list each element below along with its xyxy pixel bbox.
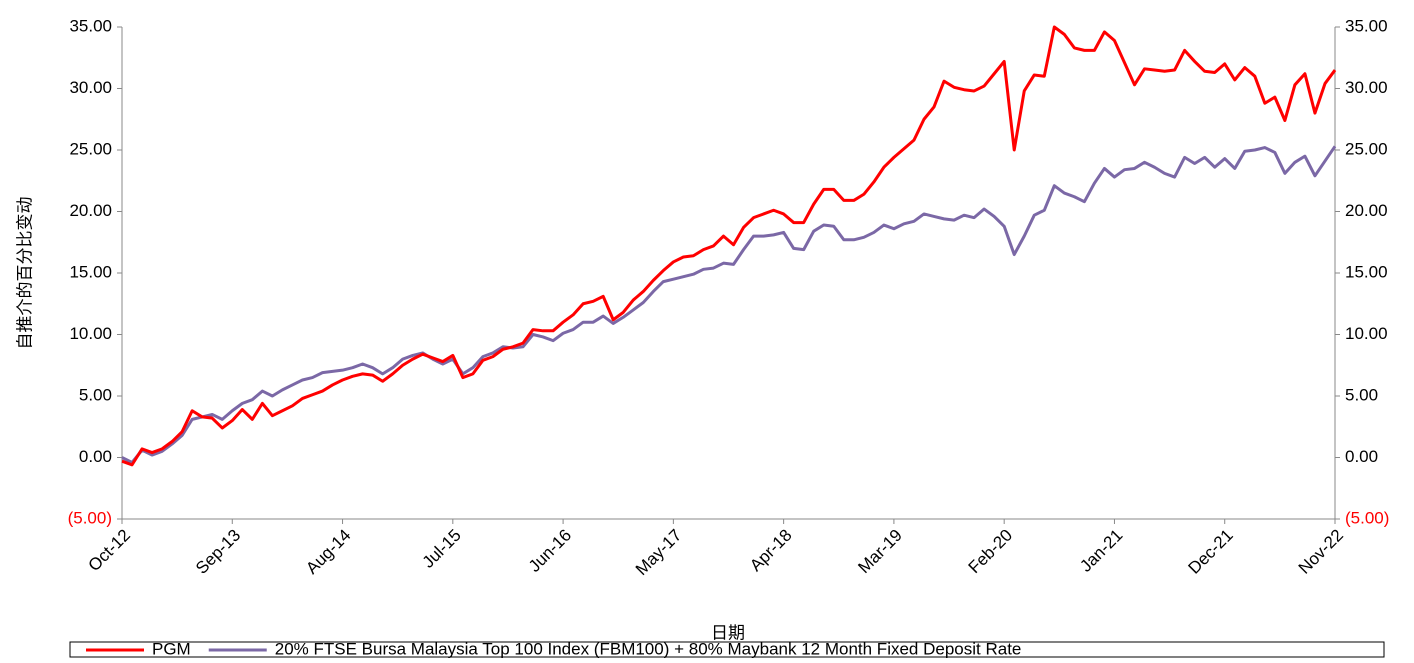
x-tick-label: Sep-13: [192, 526, 244, 578]
y-axis-label: 自推介的百分比变动: [15, 197, 34, 350]
x-tick-label: Nov-22: [1295, 526, 1347, 578]
y2-tick-label: 30.00: [1345, 78, 1388, 97]
x-tick-label: Dec-21: [1185, 526, 1237, 578]
y2-tick-label: 35.00: [1345, 16, 1388, 35]
y2-tick-label: (5.00): [1345, 508, 1389, 527]
y-tick-label: 5.00: [79, 385, 112, 404]
y-tick-label: 15.00: [69, 262, 112, 281]
y2-tick-label: 10.00: [1345, 324, 1388, 343]
legend-label: PGM: [152, 639, 191, 658]
series-line: [121, 25, 1337, 467]
y-tick-label: (5.00): [68, 508, 112, 527]
legend-label: 20% FTSE Bursa Malaysia Top 100 Index (F…: [275, 639, 1022, 658]
legend-box: [69, 641, 1385, 658]
x-tick-label: Aug-14: [302, 526, 354, 578]
x-tick-label: May-17: [632, 526, 686, 580]
x-tick-label: Jul-15: [419, 526, 465, 572]
x-tick-label: Oct-12: [84, 526, 134, 576]
y2-tick-label: 5.00: [1345, 385, 1378, 404]
y-tick-label: 10.00: [69, 324, 112, 343]
y-tick-label: 0.00: [79, 447, 112, 466]
y-tick-label: 25.00: [69, 139, 112, 158]
y-tick-label: 35.00: [69, 16, 112, 35]
x-tick-label: Jun-16: [525, 526, 575, 576]
y2-tick-label: 0.00: [1345, 447, 1378, 466]
x-tick-label: Jan-21: [1076, 526, 1126, 576]
y2-tick-label: 25.00: [1345, 139, 1388, 158]
y2-tick-label: 15.00: [1345, 262, 1388, 281]
x-tick-label: Mar-19: [854, 526, 906, 578]
y-tick-label: 30.00: [69, 78, 112, 97]
y-tick-label: 20.00: [69, 201, 112, 220]
x-axis-label: 日期: [711, 623, 745, 642]
y2-tick-label: 20.00: [1345, 201, 1388, 220]
series-line: [121, 145, 1337, 464]
x-tick-label: Feb-20: [965, 526, 1017, 578]
x-tick-label: Apr-18: [746, 526, 796, 576]
